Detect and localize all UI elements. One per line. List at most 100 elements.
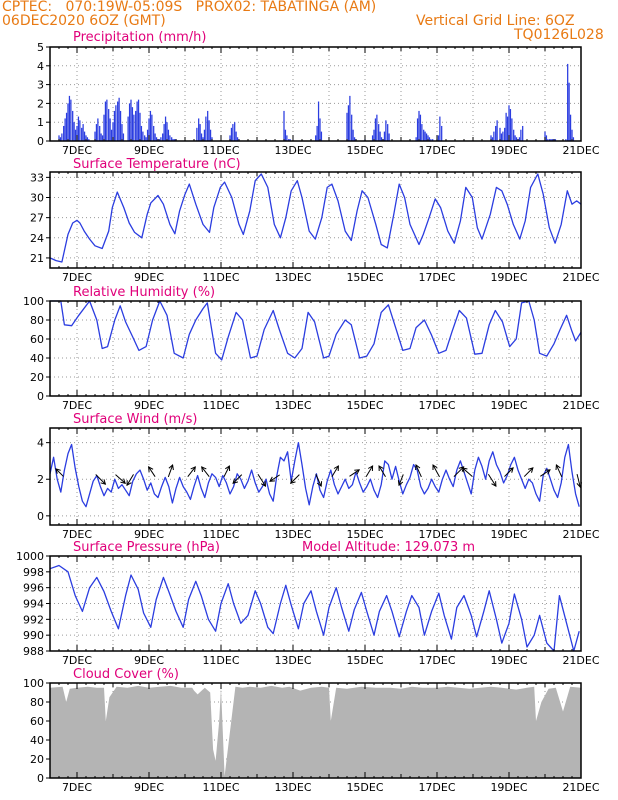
precip-bar [229, 135, 231, 141]
precip-bar [173, 139, 176, 141]
precip-bar [352, 129, 354, 141]
precip-bar [387, 124, 389, 141]
panel-frame [49, 171, 582, 269]
x-tick-label: 21DEC [562, 528, 599, 541]
panel-1: 0 1 2 3 4 5 7DEC 9DEC 11DEC 13DEC 15DEC 17DEC 19DEC 2… [37, 30, 600, 157]
precip-bar [137, 99, 140, 141]
y-tick-label: 996 [23, 582, 44, 595]
wind-arrow [453, 466, 464, 478]
precip-bar [67, 103, 69, 141]
precip-bar [109, 118, 111, 141]
header-location: CPTEC: 070:19W-05:09S PROX02: TABATINGA … [2, 0, 377, 15]
x-tick-label: 7DEC [62, 144, 92, 157]
precip-bar [572, 137, 575, 141]
panel-2: 21 24 27 30 33 7DEC 9DEC 11DEC 13DEC 15DEC 17DEC 19… [30, 157, 600, 284]
x-tick-label: 13DEC [274, 654, 311, 667]
precip-bar [160, 137, 162, 141]
precip-bar [568, 82, 570, 141]
y-tick-label: 100 [23, 677, 44, 690]
precip-bar [508, 105, 510, 141]
precip-bar [207, 110, 209, 141]
y-tick-label: 100 [23, 295, 44, 308]
wind-arrow [504, 467, 514, 477]
precip-bar [200, 133, 203, 141]
precip-bar [85, 135, 87, 141]
wind-arrow-head [415, 464, 421, 471]
precip-bar [428, 137, 431, 141]
precip-bar [73, 122, 75, 141]
precip-bar [58, 135, 60, 141]
y-tick-label: 21 [30, 252, 44, 265]
precip-bar [236, 137, 239, 141]
wind-arrow [126, 474, 134, 486]
x-tick-label: 15DEC [346, 528, 383, 541]
wind-arrow-head [458, 466, 465, 472]
precip-bar [65, 112, 68, 141]
precip-bar [376, 114, 378, 141]
precip-bar [100, 133, 102, 141]
panel-title: Precipitation (mm/h) [73, 30, 206, 45]
x-tick-label: 13DEC [274, 399, 311, 412]
precip-bar [169, 135, 171, 141]
precip-bar [509, 109, 512, 141]
precip-bar [544, 131, 546, 141]
panel-title: Surface Wind (m/s) [73, 412, 197, 427]
x-tick-label: 15DEC [346, 271, 383, 284]
precip-bar [424, 131, 426, 141]
x-tick-label: 11DEC [202, 781, 239, 794]
precip-bar [385, 120, 387, 141]
panel-title: Surface Temperature (nC) [73, 157, 241, 172]
wind-arrow [55, 468, 64, 477]
precip-bar [108, 109, 110, 141]
precip-bar [315, 135, 317, 141]
wind-arrow-head [148, 466, 154, 472]
precip-bar [430, 139, 432, 141]
wind-arrow-head [201, 466, 207, 472]
precip-bar [140, 125, 143, 141]
y-tick-label: 60 [30, 715, 44, 728]
precip-bar [490, 135, 492, 141]
precip-bar [139, 112, 141, 141]
x-tick-label: 13DEC [274, 271, 311, 284]
wind-arrow [349, 469, 360, 477]
precip-bar [145, 137, 147, 141]
x-tick-label: 21DEC [562, 781, 599, 794]
wind-arrow-head [120, 478, 126, 485]
wind-arrow-head [461, 467, 468, 473]
x-tick-label: 15DEC [346, 781, 383, 794]
x-tick-label: 7DEC [62, 528, 92, 541]
precip-bar [155, 137, 158, 141]
precip-bar [415, 137, 417, 141]
precip-bar [371, 135, 374, 141]
precip-bar [511, 118, 513, 141]
y-tick-label: 4 [37, 437, 44, 450]
precip-bar [230, 127, 233, 141]
x-tick-label: 15DEC [346, 399, 383, 412]
wind-arrow [462, 467, 473, 477]
precip-bar [380, 137, 383, 141]
precip-bar [495, 125, 497, 141]
wind-arrow [487, 473, 497, 487]
y-tick-label: 988 [23, 645, 44, 658]
precip-bar [502, 131, 504, 141]
y-tick-label: 5 [37, 41, 44, 54]
wind-arrow [115, 474, 126, 484]
precip-bar [520, 129, 522, 141]
precip-bar [196, 127, 198, 141]
wind-arrow-head [555, 464, 561, 471]
panel-frame [49, 427, 582, 526]
y-tick-label: 2 [37, 473, 44, 486]
precip-bar [320, 131, 323, 141]
precip-bar [353, 137, 356, 141]
panel-frame [49, 682, 582, 779]
precip-bar [82, 124, 84, 141]
precip-bar [104, 101, 107, 141]
precip-bar [121, 124, 123, 141]
precip-bar [505, 112, 507, 141]
x-tick-label: 9DEC [134, 144, 164, 157]
precip-bar [113, 110, 116, 141]
y-tick-label: 60 [30, 333, 44, 346]
wind-arrow [315, 474, 322, 487]
x-tick-label: 7DEC [62, 399, 92, 412]
wind-arrow-head [225, 465, 231, 472]
